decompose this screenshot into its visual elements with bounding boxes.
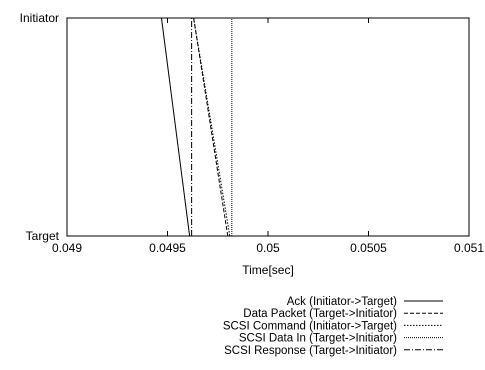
legend-label: SCSI Data In (Target->Initiator) <box>239 333 397 345</box>
legend: Ack (Initiator->Target)Data Packet (Targ… <box>223 296 443 357</box>
x-tick-label: 0.049 <box>52 241 82 255</box>
x-tick-label: 0.051 <box>454 241 484 255</box>
y-tick-label: Initiator <box>20 11 59 25</box>
y-tick-label: Target <box>26 229 60 243</box>
plot-frame <box>66 17 470 237</box>
x-tick-label: 0.0505 <box>350 241 387 255</box>
series-lines <box>160 17 233 237</box>
x-axis-title: Time[sec] <box>242 263 294 277</box>
x-tick-labels: 0.049 0.0495 0.05 0.0505 0.051 <box>52 241 484 255</box>
tick-marks <box>66 18 470 236</box>
legend-label: Data Packet (Target->Initiator) <box>243 308 397 320</box>
series-line <box>160 17 191 237</box>
y-tick-labels: Initiator Target <box>20 11 60 243</box>
series-line <box>193 17 231 237</box>
legend-label: SCSI Command (Initiator->Target) <box>223 320 397 332</box>
legend-label: SCSI Response (Target->Initiator) <box>224 345 397 357</box>
legend-label: Ack (Initiator->Target) <box>287 296 397 308</box>
x-tick-label: 0.0495 <box>149 241 186 255</box>
x-tick-label: 0.05 <box>256 241 280 255</box>
